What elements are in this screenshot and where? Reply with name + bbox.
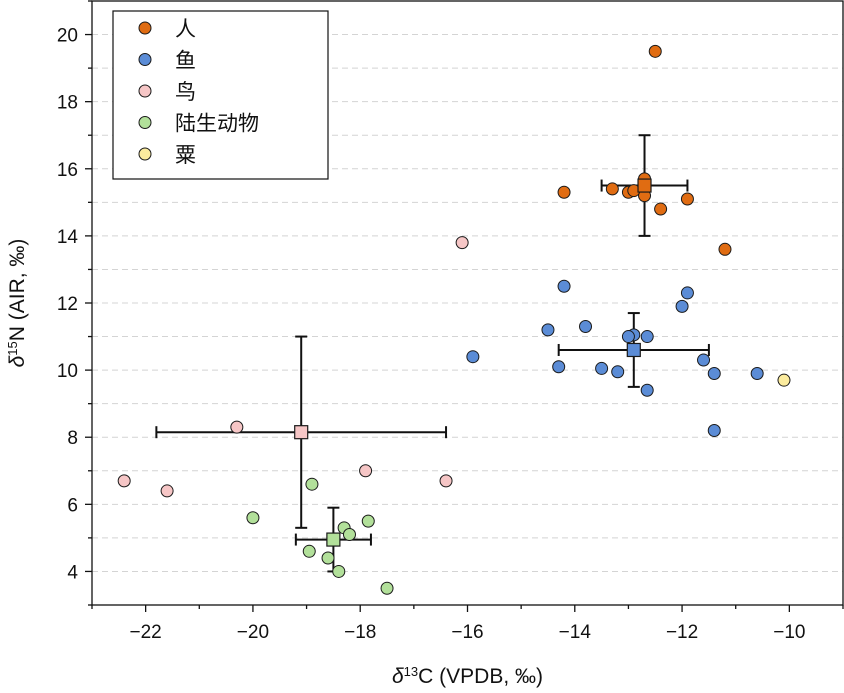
legend-marker xyxy=(138,53,152,66)
data-point xyxy=(640,383,654,397)
legend-marker xyxy=(138,116,152,129)
data-point xyxy=(621,330,635,344)
data-point xyxy=(455,236,469,250)
data-point xyxy=(697,353,711,367)
y-tick-label: 16 xyxy=(57,160,78,181)
data-point xyxy=(579,319,593,333)
data-point xyxy=(380,581,394,595)
legend-label: 人 xyxy=(175,17,196,41)
data-point xyxy=(302,544,316,558)
data-point xyxy=(750,366,764,380)
data-point xyxy=(680,286,694,300)
x-axis-title: δ13C (VPDB, ‰) xyxy=(392,664,543,689)
y-tick-label: 8 xyxy=(67,428,78,449)
data-point xyxy=(342,528,356,542)
error-bars xyxy=(155,134,710,573)
data-point xyxy=(332,564,346,578)
data-point xyxy=(707,424,721,438)
x-tick-label: −12 xyxy=(666,622,698,643)
x-tick-label: −10 xyxy=(773,622,805,643)
data-point xyxy=(466,350,480,364)
data-point xyxy=(654,202,668,216)
data-point xyxy=(605,182,619,196)
data-point xyxy=(595,361,609,375)
legend-label: 陆生动物 xyxy=(175,112,259,136)
mean-marker xyxy=(626,342,641,358)
y-tick-label: 20 xyxy=(57,26,78,47)
data-point xyxy=(777,373,791,387)
data-point xyxy=(707,366,721,380)
data-points xyxy=(117,44,791,595)
x-tick-label: −22 xyxy=(130,622,162,643)
data-point xyxy=(611,365,625,379)
data-point xyxy=(557,279,571,293)
data-point xyxy=(648,44,662,58)
y-tick-label: 14 xyxy=(57,227,79,248)
data-point xyxy=(359,464,373,478)
y-tick-label: 6 xyxy=(67,495,78,516)
data-point xyxy=(640,330,654,344)
legend-label: 粟 xyxy=(175,143,196,167)
mean-marker xyxy=(326,532,341,547)
mean-markers xyxy=(294,178,652,547)
data-point xyxy=(117,474,131,488)
legend-marker xyxy=(138,84,152,98)
data-point xyxy=(361,514,375,528)
legend-marker xyxy=(138,21,152,35)
mean-marker xyxy=(294,425,309,440)
legend-label: 鸟 xyxy=(175,80,196,104)
data-point xyxy=(718,242,732,256)
legend-label: 鱼 xyxy=(175,49,196,73)
x-tick-label: −20 xyxy=(237,622,269,643)
mean-marker xyxy=(637,178,652,193)
data-point xyxy=(680,192,694,206)
data-point xyxy=(552,360,566,374)
data-point xyxy=(439,474,453,488)
data-point xyxy=(246,511,260,525)
data-point xyxy=(321,551,335,565)
data-point xyxy=(675,299,689,313)
axis-ticks: −22 −20 −18 −16 −14 −12 −10 4 6 8 10 12 14 16 18 20 xyxy=(57,0,844,643)
x-tick-label: −16 xyxy=(451,622,483,643)
y-tick-label: 10 xyxy=(57,361,78,382)
data-point xyxy=(305,477,319,491)
x-tick-label: −18 xyxy=(344,622,376,643)
y-tick-label: 18 xyxy=(57,93,78,114)
legend-marker xyxy=(138,147,152,161)
data-point xyxy=(541,323,555,337)
y-axis-title: δ15N (AIR, ‰) xyxy=(5,239,30,368)
y-tick-label: 12 xyxy=(57,294,78,315)
data-point xyxy=(557,185,571,199)
data-point xyxy=(230,420,244,434)
data-point xyxy=(160,484,174,498)
y-tick-label: 4 xyxy=(67,562,78,583)
x-tick-label: −14 xyxy=(559,622,592,643)
